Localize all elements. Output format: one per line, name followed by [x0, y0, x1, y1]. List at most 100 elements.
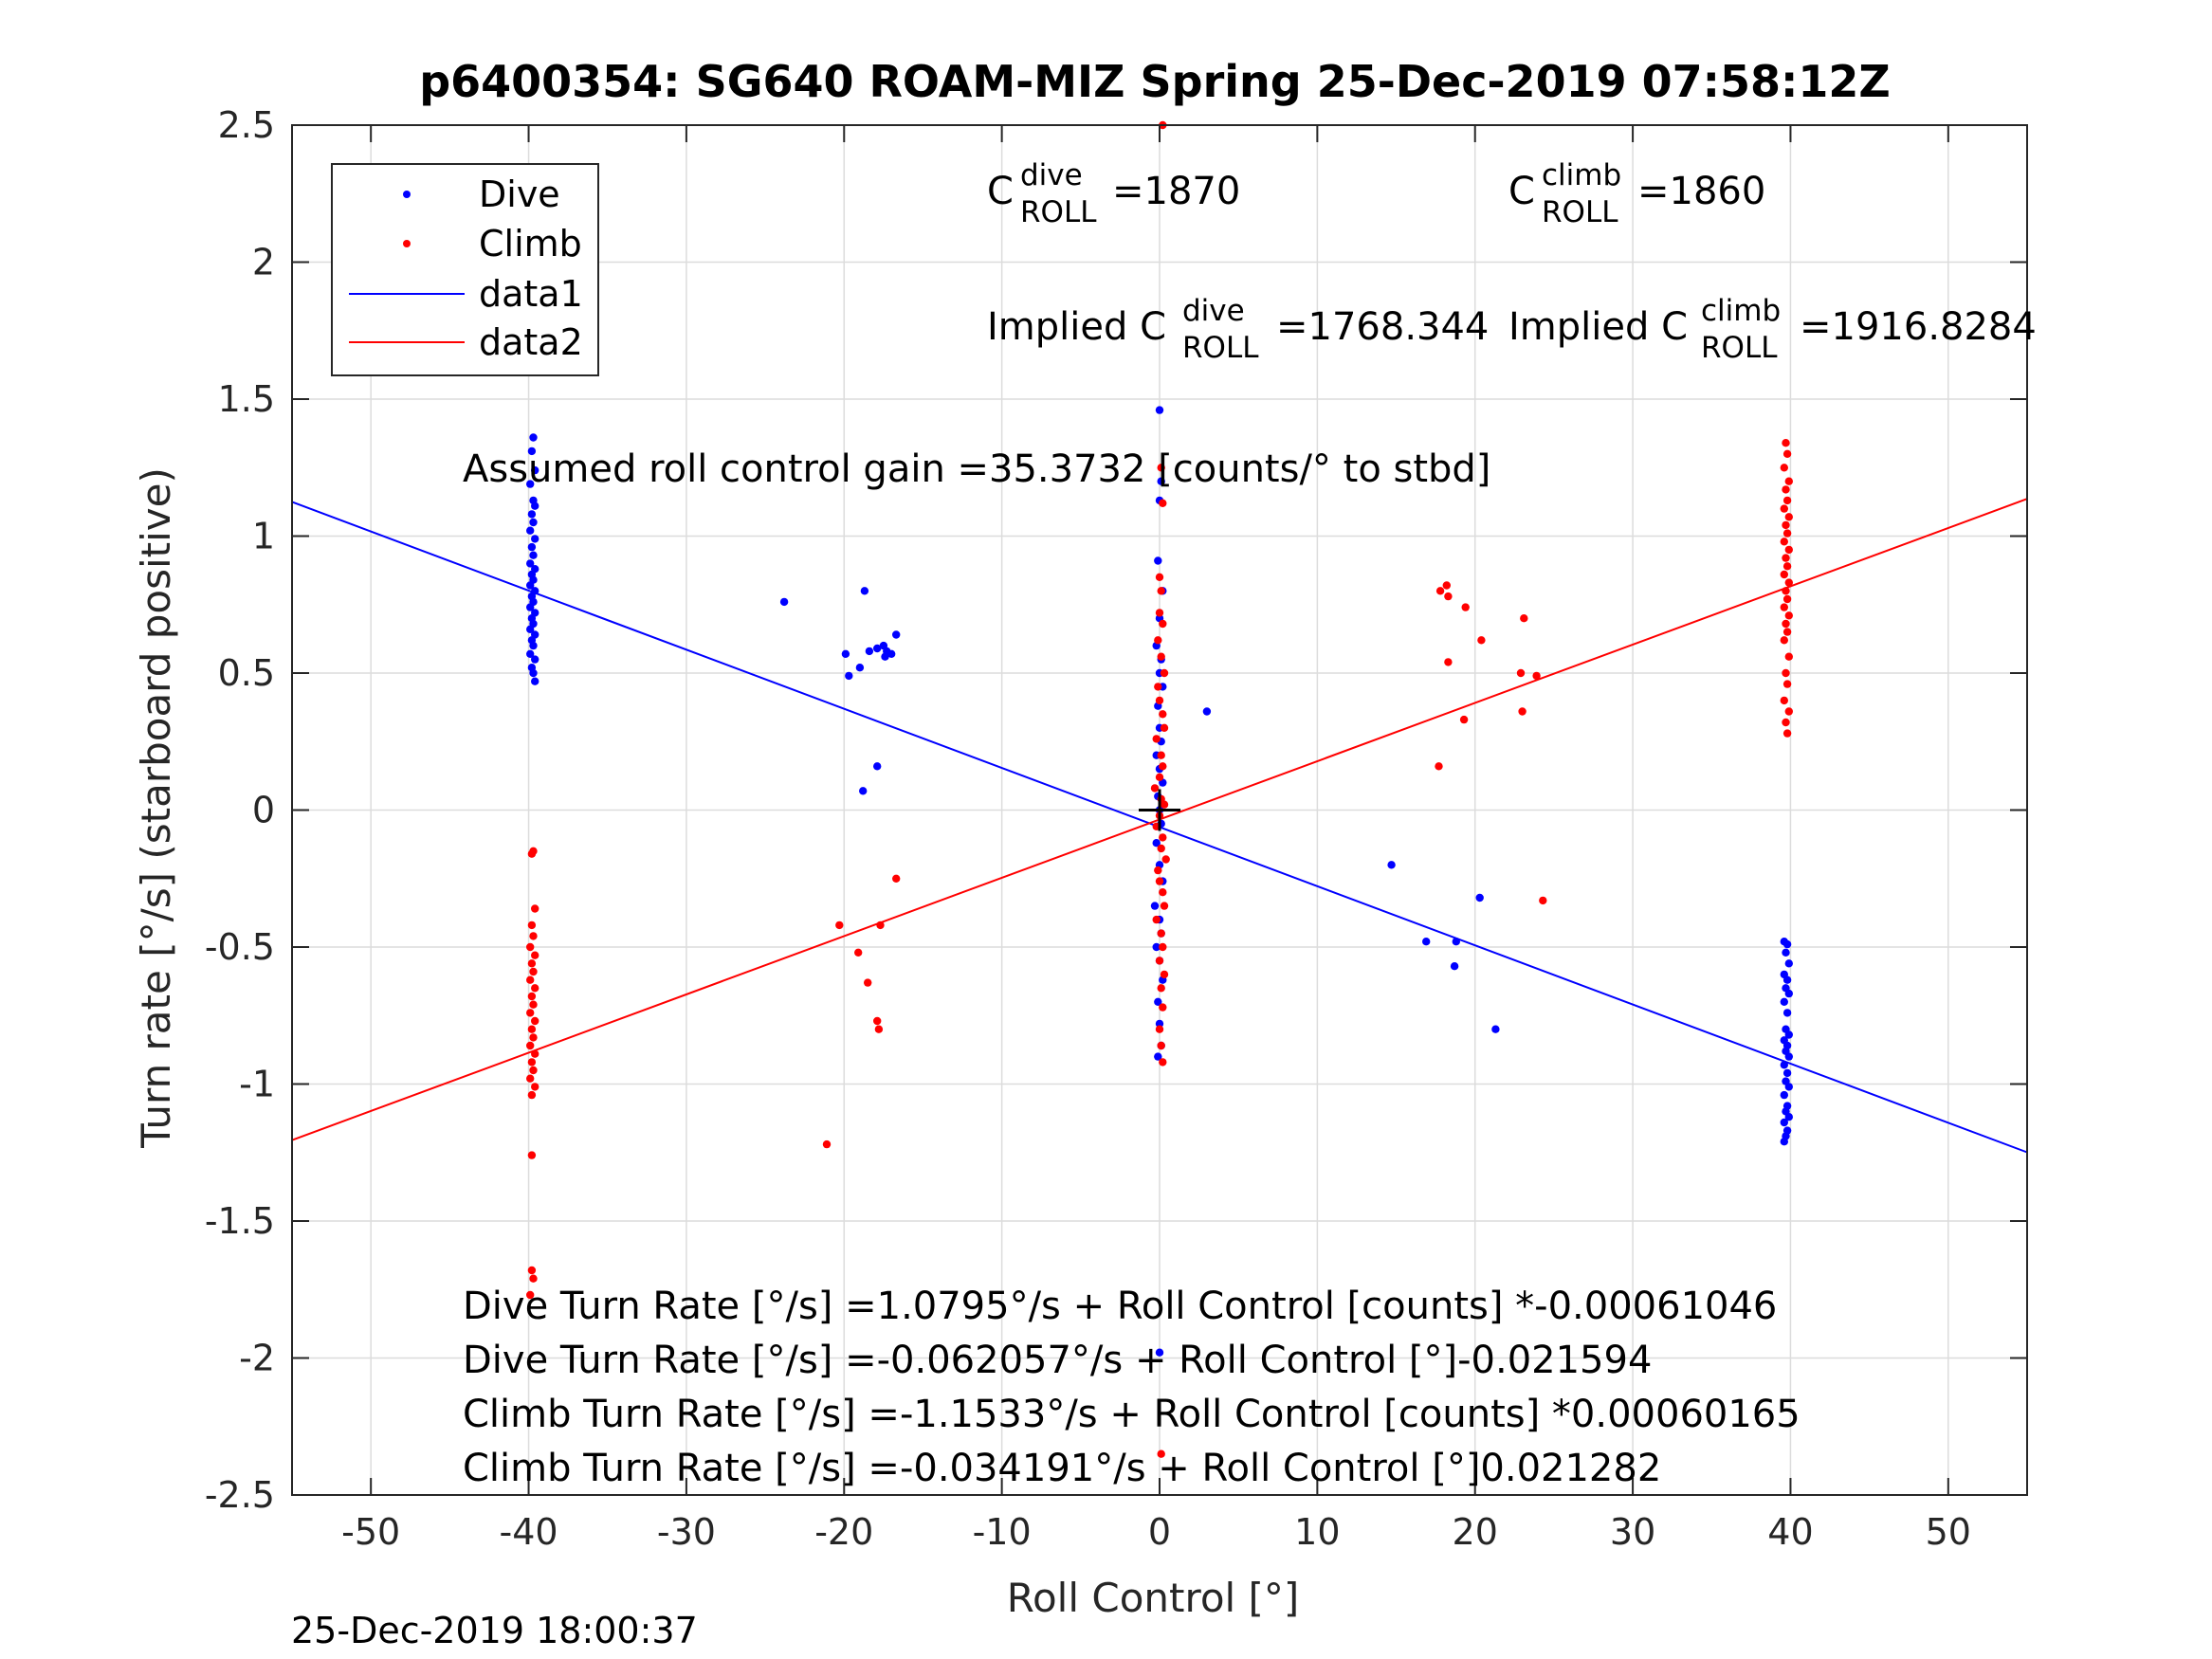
implied-dive-sub: ROLL	[1182, 331, 1259, 365]
point-climb	[1155, 877, 1164, 885]
point-climb	[1477, 636, 1486, 645]
point-dive	[531, 677, 539, 685]
point-climb	[1782, 554, 1790, 562]
point-dive	[1155, 1348, 1164, 1357]
point-climb	[1155, 1025, 1164, 1033]
point-climb	[1782, 439, 1790, 447]
point-climb	[529, 932, 538, 940]
point-climb	[526, 942, 535, 952]
point-climb	[1784, 545, 1794, 555]
point-dive	[529, 433, 538, 442]
point-dive	[526, 625, 535, 633]
point-climb	[1784, 578, 1794, 587]
implied-climb-value: =1916.8284	[1800, 305, 2037, 349]
point-dive	[855, 664, 865, 672]
point-climb	[531, 1016, 539, 1026]
y-tick-label: 1.5	[218, 378, 275, 420]
point-climb	[1782, 718, 1790, 727]
point-climb	[835, 921, 844, 930]
point-climb	[1157, 652, 1165, 661]
legend-data1-label: data1	[479, 273, 583, 315]
point-climb	[1442, 581, 1452, 590]
point-dive	[1782, 1068, 1792, 1078]
point-climb	[527, 1266, 537, 1275]
point-dive	[531, 535, 539, 543]
point-climb	[1159, 1003, 1167, 1012]
gain-annotation: Assumed roll control gain =35.3732 [coun…	[463, 447, 1490, 491]
fit-annotation-2: Dive Turn Rate [°/s] =-0.062057°/s + Rol…	[463, 1339, 1652, 1382]
point-climb	[1780, 538, 1789, 546]
point-dive	[873, 644, 882, 653]
point-climb	[1782, 520, 1790, 530]
annotation-c-dive: C dive ROLL =1870	[987, 158, 1240, 229]
point-climb	[1157, 1041, 1165, 1050]
point-dive	[526, 480, 535, 488]
implied-climb-sub: ROLL	[1701, 331, 1778, 365]
point-climb	[1159, 1058, 1167, 1066]
point-dive	[1450, 962, 1459, 971]
point-climb	[1159, 888, 1167, 897]
point-dive	[859, 787, 868, 795]
point-climb	[1157, 984, 1165, 993]
point-climb	[531, 1083, 539, 1091]
x-tick-label: 40	[1767, 1511, 1813, 1553]
point-climb	[1780, 504, 1789, 513]
point-climb	[876, 921, 885, 930]
point-climb	[1784, 477, 1794, 485]
point-dive	[527, 542, 537, 552]
point-dive	[1154, 997, 1162, 1007]
timestamp: 25-Dec-2019 18:00:37	[291, 1610, 698, 1651]
point-dive	[526, 649, 535, 658]
point-climb	[1784, 611, 1794, 620]
c-climb-value: =1860	[1637, 170, 1765, 213]
point-climb	[1157, 1449, 1165, 1458]
point-climb	[1459, 715, 1469, 724]
point-dive	[531, 655, 539, 664]
point-climb	[1784, 707, 1794, 716]
point-climb	[1518, 707, 1526, 716]
point-climb	[1160, 800, 1169, 809]
point-climb	[822, 1139, 832, 1149]
point-climb	[529, 1000, 538, 1009]
point-climb	[1780, 464, 1789, 472]
point-dive	[1155, 1019, 1164, 1029]
point-dive	[1491, 1025, 1500, 1033]
fit-annotation-1: Dive Turn Rate [°/s] =1.0795°/s + Roll C…	[463, 1285, 1777, 1328]
point-climb	[526, 1041, 535, 1050]
point-climb	[1159, 833, 1167, 842]
point-climb	[526, 975, 535, 984]
point-climb	[1159, 762, 1167, 771]
implied-dive-sup: dive	[1182, 294, 1245, 328]
point-climb	[531, 951, 539, 959]
center-marker	[1139, 789, 1180, 831]
point-climb	[874, 1025, 884, 1033]
c-climb-sub: ROLL	[1542, 195, 1618, 229]
point-climb	[873, 1016, 882, 1026]
point-climb	[1782, 729, 1792, 738]
y-tick-label: -1	[239, 1064, 275, 1105]
point-climb	[526, 1074, 535, 1083]
point-climb	[1782, 562, 1792, 571]
legend-climb-marker	[403, 240, 411, 247]
implied-dive-prefix: Implied C	[987, 305, 1166, 349]
y-tick-label: 0.5	[218, 652, 275, 694]
point-dive	[1782, 1009, 1792, 1017]
point-dive	[1784, 959, 1794, 968]
point-dive	[841, 649, 850, 658]
point-climb	[527, 921, 537, 930]
point-dive	[1780, 1061, 1789, 1069]
point-climb	[531, 984, 539, 993]
y-tick-label: 0	[252, 790, 275, 831]
point-climb	[1780, 636, 1789, 645]
x-tick-label: 10	[1294, 1511, 1340, 1553]
point-climb	[1159, 710, 1167, 719]
point-climb	[529, 1274, 538, 1283]
annotation-c-climb: C climb ROLL =1860	[1508, 158, 1765, 229]
point-climb	[854, 948, 863, 957]
point-dive	[529, 551, 538, 559]
point-dive	[779, 597, 789, 607]
legend-box	[331, 163, 599, 376]
point-climb	[1154, 636, 1162, 645]
c-climb-sup: climb	[1542, 158, 1621, 192]
point-climb	[529, 1033, 538, 1042]
